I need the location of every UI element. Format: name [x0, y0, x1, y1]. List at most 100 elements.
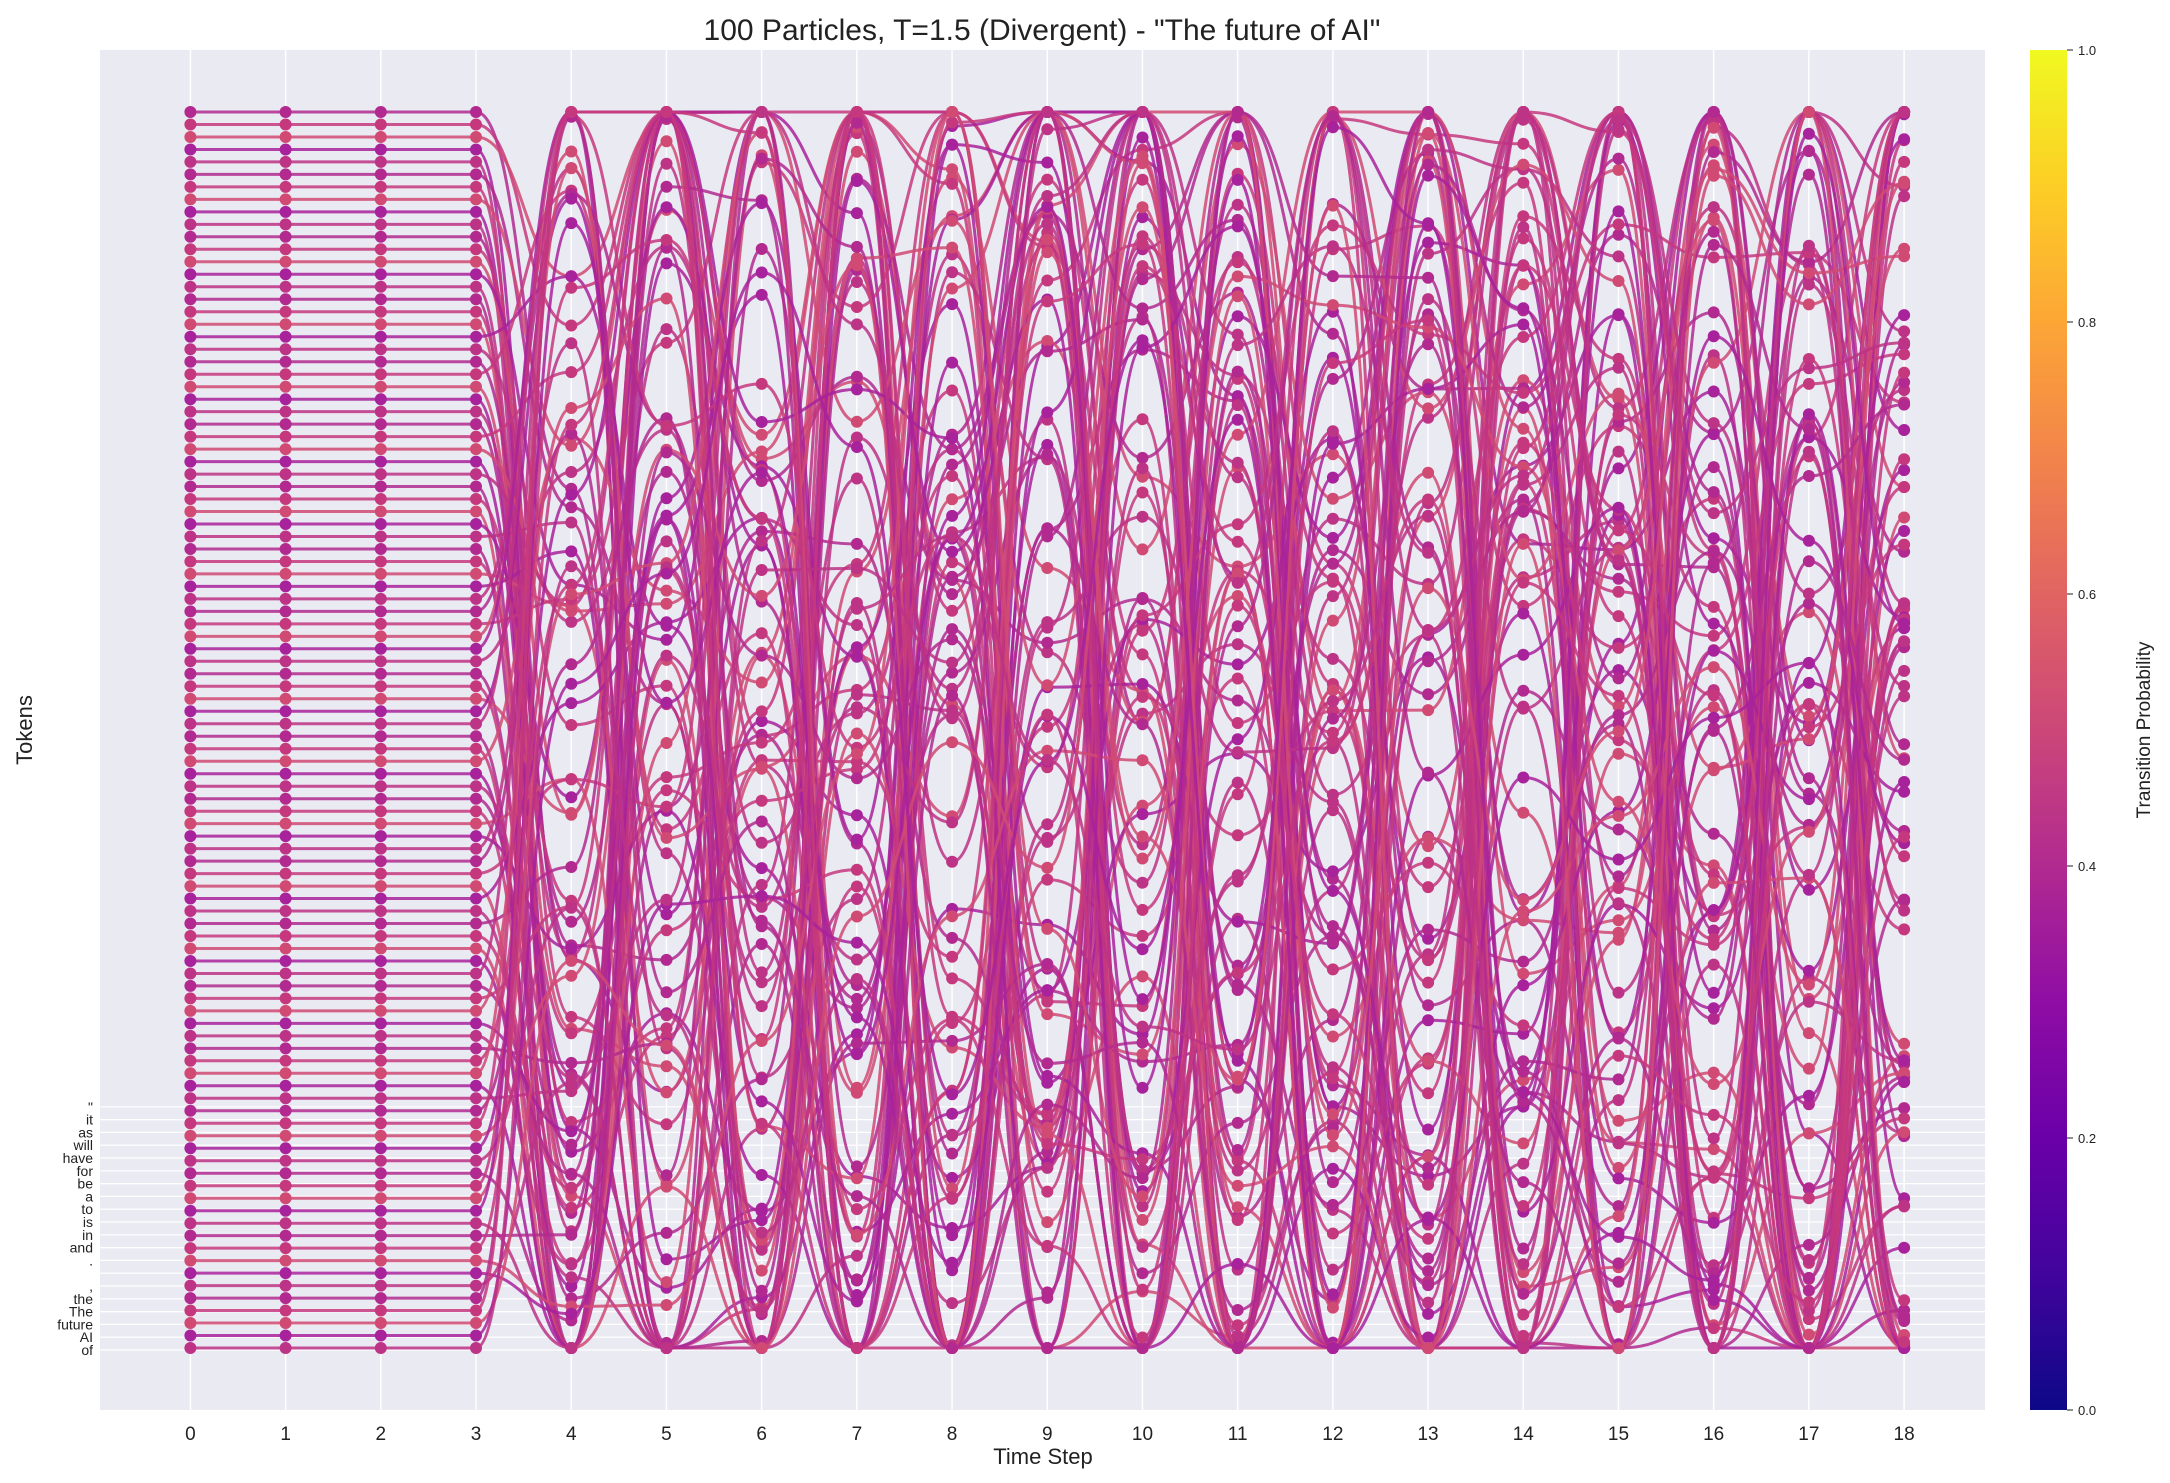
particle-point [1136, 451, 1149, 464]
x-tick-label: 17 [1798, 1424, 1819, 1445]
particle-point [184, 1104, 197, 1117]
particle-point [1326, 357, 1339, 369]
particle-point [184, 567, 197, 580]
particle-point [565, 1280, 578, 1293]
particle-point [374, 1129, 387, 1142]
particle-point [1612, 986, 1625, 999]
particle-point [1422, 1161, 1435, 1174]
particle-point [1422, 158, 1435, 171]
particle-point [1612, 152, 1625, 165]
particle-point [1422, 766, 1435, 779]
particle-point [470, 892, 482, 905]
particle-point [660, 986, 673, 999]
particle-point [1517, 1074, 1530, 1087]
particle-point [1898, 376, 1911, 389]
particle-point [184, 892, 197, 905]
particle-point [374, 1117, 387, 1130]
particle-point [374, 393, 387, 406]
particle-point [755, 288, 768, 301]
particle-point [1422, 546, 1435, 559]
particle-point [470, 867, 482, 880]
particle-point [1136, 1240, 1149, 1253]
particle-point [1041, 1108, 1054, 1121]
particle-point [470, 1292, 482, 1305]
particle-point [565, 861, 578, 873]
y-tick-label: a [85, 1188, 93, 1204]
particle-point [565, 791, 578, 804]
particle-point [279, 1179, 292, 1192]
particle-point [755, 1264, 768, 1277]
particle-point [1231, 471, 1244, 484]
particle-point [755, 900, 768, 913]
particle-point [374, 892, 387, 905]
particle-point [374, 505, 387, 518]
particle-point [755, 534, 768, 547]
particle-point [850, 1172, 863, 1185]
particle-point [470, 480, 482, 493]
y-tick-label: . [89, 1252, 93, 1268]
particle-point [850, 650, 863, 663]
particle-point [1231, 173, 1244, 186]
particle-point [470, 280, 482, 293]
particle-point [1326, 865, 1339, 878]
particle-point [1231, 256, 1244, 269]
particle-point [755, 589, 768, 602]
particle-point [374, 1267, 387, 1280]
particle-point [184, 755, 197, 768]
particle-point [1517, 576, 1530, 589]
particle-point [1326, 684, 1339, 697]
particle-point [660, 465, 673, 478]
particle-point [1136, 799, 1149, 812]
particle-point [1707, 1165, 1720, 1178]
particle-point [1231, 915, 1244, 928]
particle-point [1707, 238, 1720, 251]
particle-point [1612, 554, 1625, 567]
particle-point [660, 1226, 673, 1239]
particle-point [1326, 1061, 1339, 1074]
particle-point [1707, 1216, 1720, 1229]
particle-point [1136, 808, 1149, 821]
particle-point [1802, 868, 1815, 881]
particle-point [755, 762, 768, 775]
particle-point [1422, 509, 1435, 522]
particle-point [279, 1342, 292, 1354]
y-tick-label: , [89, 1278, 93, 1294]
particle-point [755, 525, 768, 538]
particle-point [1136, 609, 1149, 622]
particle-point [1517, 386, 1530, 399]
particle-point [565, 319, 578, 332]
particle-point [470, 555, 482, 568]
particle-point [660, 567, 673, 580]
particle-point [1802, 353, 1815, 365]
particle-point [1898, 336, 1911, 349]
particle-point [184, 855, 197, 868]
particle-point [565, 281, 578, 294]
particle-point [565, 545, 578, 558]
particle-point [946, 458, 959, 471]
particle-point [1898, 1241, 1911, 1254]
particle-point [279, 892, 292, 905]
particle-point [1422, 624, 1435, 636]
particle-point [946, 1013, 959, 1026]
particle-point [1326, 735, 1339, 747]
particle-point [850, 431, 863, 444]
particle-point [184, 243, 197, 256]
particle-point [755, 794, 768, 807]
particle-point [1802, 298, 1815, 311]
particle-point [470, 955, 482, 967]
particle-point [470, 455, 482, 468]
particle-point [850, 562, 863, 575]
particle-point [1612, 1161, 1625, 1174]
particle-point [1707, 1066, 1720, 1079]
particle-point [470, 1029, 482, 1042]
particle-point [1612, 610, 1625, 623]
particle-point [1517, 176, 1530, 189]
particle-point [184, 905, 197, 917]
particle-point [565, 466, 578, 478]
particle-point [374, 118, 387, 131]
particle-point [184, 692, 197, 705]
particle-point [279, 1129, 292, 1142]
particle-point [184, 468, 197, 481]
particle-point [470, 880, 482, 893]
particle-point [374, 730, 387, 743]
